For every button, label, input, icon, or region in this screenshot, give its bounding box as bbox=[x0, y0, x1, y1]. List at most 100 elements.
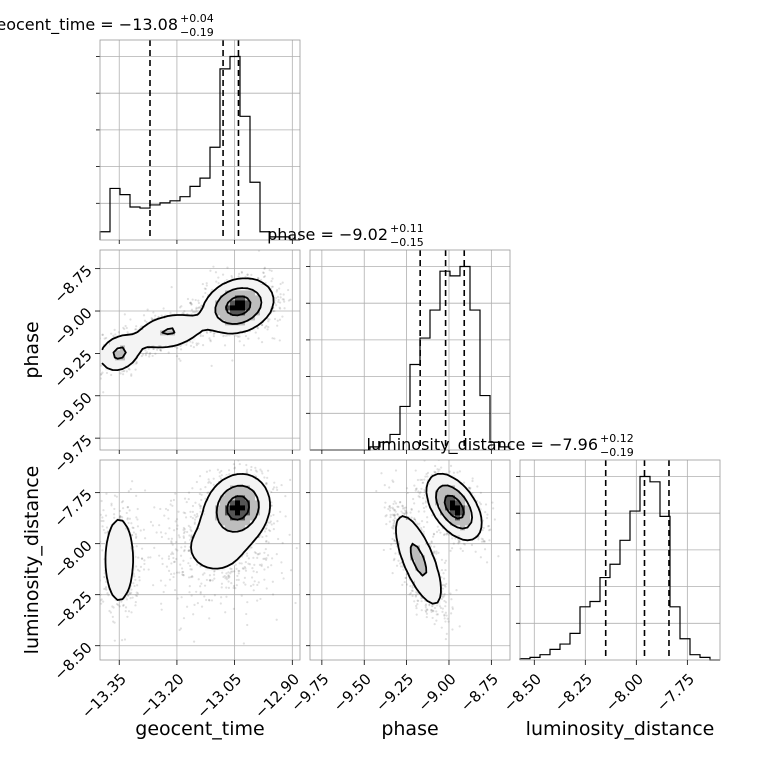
sample-point bbox=[195, 310, 198, 313]
sample-point bbox=[169, 503, 172, 506]
sample-point bbox=[152, 311, 155, 314]
sample-point bbox=[140, 547, 144, 550]
sample-point bbox=[203, 584, 207, 587]
sample-point bbox=[131, 596, 134, 599]
density-cell bbox=[160, 320, 166, 326]
sample-point bbox=[246, 601, 249, 604]
density-cell bbox=[225, 480, 231, 486]
sample-point bbox=[130, 611, 133, 614]
density-cell bbox=[155, 340, 161, 346]
density-cell bbox=[105, 360, 111, 366]
sample-point bbox=[179, 359, 182, 362]
sample-point bbox=[113, 328, 116, 332]
density-cell bbox=[140, 330, 146, 336]
sample-point bbox=[153, 506, 156, 509]
sample-point bbox=[104, 587, 107, 590]
sample-point bbox=[232, 607, 235, 611]
sample-point bbox=[238, 335, 241, 338]
density-cell bbox=[260, 290, 266, 296]
sample-point bbox=[208, 337, 211, 340]
sample-point bbox=[265, 587, 268, 590]
density-cell bbox=[110, 560, 116, 566]
density-cell bbox=[120, 540, 126, 546]
sample-point bbox=[102, 575, 106, 579]
density-cell bbox=[195, 545, 201, 551]
sample-point bbox=[266, 328, 269, 331]
density-cell bbox=[130, 340, 136, 346]
density-cell bbox=[220, 310, 226, 316]
sample-point bbox=[174, 548, 177, 551]
sample-point bbox=[262, 275, 266, 279]
density-cell bbox=[205, 520, 211, 526]
density-cell bbox=[250, 485, 256, 491]
sample-point bbox=[295, 547, 298, 550]
sample-point bbox=[265, 457, 267, 459]
sample-point bbox=[192, 346, 195, 349]
sample-point bbox=[102, 528, 105, 532]
sample-point bbox=[257, 553, 260, 556]
sample-point bbox=[152, 347, 155, 351]
density-cell bbox=[225, 525, 231, 531]
sample-point bbox=[180, 546, 183, 549]
sample-point bbox=[230, 567, 233, 571]
sample-point bbox=[183, 545, 187, 548]
density-cell bbox=[115, 565, 121, 571]
density-cell bbox=[215, 560, 221, 566]
density-cell bbox=[190, 325, 196, 331]
density-cell bbox=[205, 505, 211, 511]
histogram-luminosity_distance: luminosity_distance = −7.96 +0.12−0.19 bbox=[367, 432, 721, 661]
sample-point bbox=[132, 531, 136, 534]
density-cell bbox=[215, 320, 221, 326]
sample-point bbox=[170, 286, 173, 289]
density-cell bbox=[230, 550, 236, 556]
sample-point bbox=[235, 584, 238, 587]
sample-point bbox=[209, 338, 212, 342]
density-cell bbox=[230, 280, 236, 286]
density-cell bbox=[235, 320, 241, 326]
sample-point bbox=[267, 326, 270, 329]
sample-point bbox=[147, 347, 150, 350]
sample-point bbox=[176, 346, 179, 350]
sample-point bbox=[115, 495, 118, 498]
sample-point bbox=[108, 609, 111, 613]
sample-point bbox=[225, 595, 228, 598]
sample-point bbox=[120, 600, 123, 603]
density-cell bbox=[250, 510, 256, 516]
sample-point bbox=[118, 516, 121, 520]
density-cell bbox=[215, 550, 221, 556]
density-cell bbox=[220, 305, 226, 311]
sample-point bbox=[123, 327, 126, 331]
sample-point bbox=[169, 499, 173, 502]
sample-point bbox=[193, 603, 196, 607]
sample-point bbox=[164, 532, 167, 535]
density-cell bbox=[170, 335, 176, 341]
density-cell bbox=[145, 340, 151, 346]
sample-point bbox=[139, 565, 143, 568]
sample-point bbox=[100, 513, 102, 516]
sample-point bbox=[275, 486, 278, 489]
sample-point bbox=[117, 603, 120, 607]
density-cell bbox=[115, 530, 121, 536]
sample-point bbox=[271, 488, 275, 491]
contour-line-2 bbox=[112, 287, 263, 360]
sample-point bbox=[92, 563, 94, 565]
sample-point bbox=[167, 517, 170, 520]
sample-point bbox=[95, 366, 97, 368]
sample-point bbox=[288, 533, 291, 536]
sample-point bbox=[254, 469, 257, 472]
sample-point bbox=[199, 504, 203, 508]
density-cell bbox=[135, 335, 141, 341]
density-cell bbox=[235, 305, 241, 311]
sample-point bbox=[212, 477, 215, 480]
sample-point bbox=[209, 269, 212, 272]
density-cell bbox=[235, 485, 241, 491]
sample-point bbox=[236, 574, 239, 578]
sample-point bbox=[224, 577, 227, 580]
sample-point bbox=[198, 527, 201, 530]
density-cell bbox=[255, 300, 261, 306]
sample-point bbox=[218, 475, 221, 478]
sample-point bbox=[208, 574, 212, 577]
density-cell bbox=[215, 325, 221, 331]
sample-point bbox=[174, 520, 177, 523]
sample-point bbox=[220, 469, 223, 473]
